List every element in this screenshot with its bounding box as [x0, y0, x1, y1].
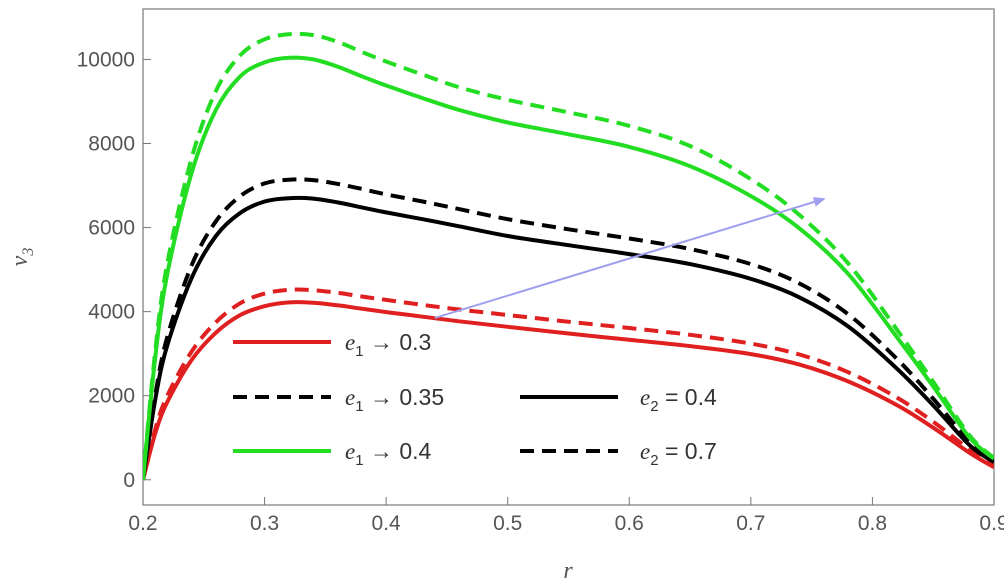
plot-frame: [142, 8, 995, 506]
legend-rel: → 0.4: [364, 438, 432, 464]
series-line-1: [143, 300, 994, 481]
legend-rel: → 0.35: [364, 384, 445, 410]
y-tick-label: 6000: [88, 217, 135, 240]
x-tick-label: 0.2: [128, 512, 157, 535]
y-tick-label: 0: [123, 469, 135, 492]
x-tick-label: 0.3: [250, 512, 279, 535]
x-tick-label: 0.6: [615, 512, 644, 535]
legend-var: e: [640, 439, 650, 464]
legend-label: e1 → 0.35: [345, 384, 444, 415]
x-axis: 0.2 0.3 0.4 0.5 0.6 0.7 0.8 0.9: [128, 497, 1004, 535]
x-tick-label: 0.5: [493, 512, 522, 535]
legend-sub: 1: [355, 343, 363, 360]
legend-rel: = 0.4: [659, 384, 717, 410]
series-line-2: [143, 287, 994, 481]
legend-sub: 1: [355, 398, 363, 415]
x-axis-label: r: [563, 558, 573, 584]
y-axis-label-main: v: [7, 255, 33, 266]
y-axis-label-sub: 3: [20, 248, 37, 257]
y-axis: 0 2000 4000 6000 8000 10000: [77, 48, 151, 492]
y-tick-label: 2000: [88, 385, 135, 408]
legend-sub: 2: [650, 452, 658, 469]
series-layer: [143, 31, 994, 481]
y-tick-label: 8000: [88, 133, 135, 156]
legend-label: e2 = 0.4: [640, 384, 717, 415]
legend-var: e: [345, 330, 355, 355]
legend-var: e: [640, 385, 650, 410]
legend-label: e1 → 0.4: [345, 438, 432, 469]
series-line-4: [143, 177, 994, 481]
legend-label: e1 → 0.3: [345, 329, 431, 360]
legend-rel: → 0.3: [364, 329, 432, 355]
legend-var: e: [345, 385, 355, 410]
y-tick-label: 4000: [88, 301, 135, 324]
x-tick-label: 0.4: [372, 512, 402, 535]
series-line-6: [143, 31, 994, 480]
y-tick-label: 10000: [77, 48, 135, 71]
legend-var: e: [345, 439, 355, 464]
x-tick-label: 0.8: [858, 512, 887, 535]
legend-sub: 2: [650, 398, 658, 415]
series-line-5: [143, 55, 994, 480]
legend-rel: = 0.7: [659, 438, 717, 464]
y-axis-label: v3: [7, 248, 37, 267]
legend-sub: 1: [355, 452, 363, 469]
annotation-layer: [434, 197, 826, 319]
x-tick-label: 0.9: [979, 512, 1004, 535]
series-line-3: [143, 195, 994, 481]
x-tick-label: 0.7: [736, 512, 765, 535]
trend-arrow: [434, 197, 826, 319]
legend-label: e2 = 0.7: [640, 438, 717, 469]
